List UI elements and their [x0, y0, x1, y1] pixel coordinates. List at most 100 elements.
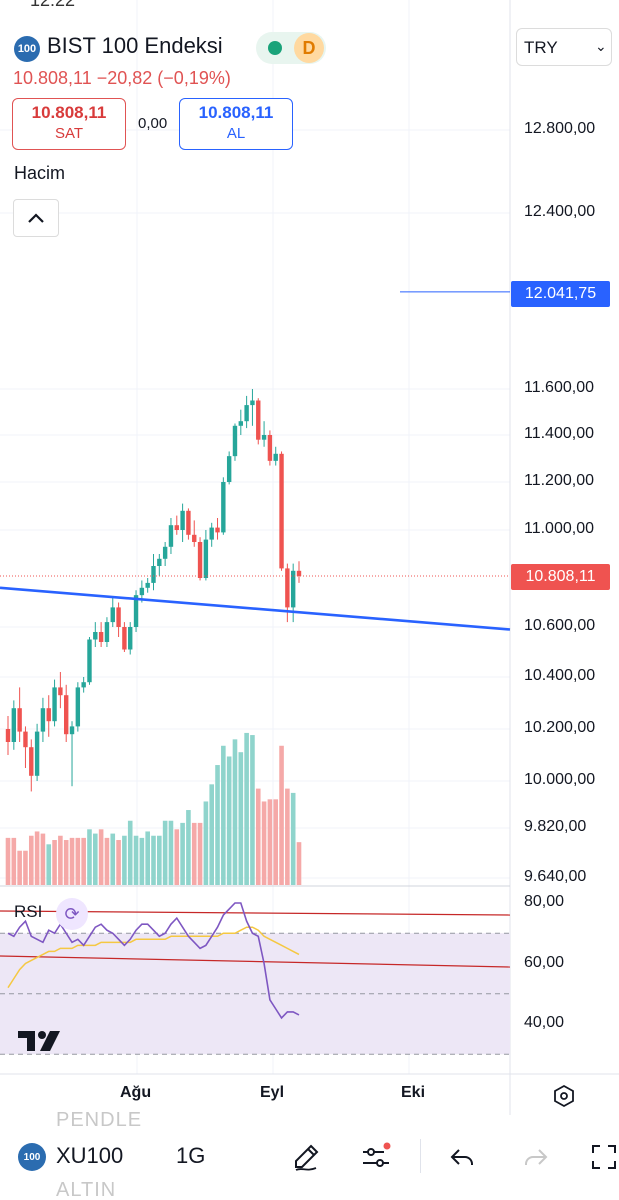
candle-body — [40, 708, 46, 732]
price-axis-tick-label: 10.000,00 — [524, 771, 596, 788]
rsi-pane-label[interactable]: RSI — [14, 902, 43, 921]
volume-bar — [232, 739, 238, 885]
candle-body — [215, 527, 220, 533]
volume-bar — [46, 844, 52, 885]
volume-bar — [226, 756, 232, 885]
candle-body — [256, 400, 261, 440]
volume-bar — [157, 835, 162, 885]
buy-button[interactable]: 10.808,11 AL — [179, 98, 293, 150]
sell-price: 10.808,11 — [31, 103, 107, 122]
rsi-ma-line — [7, 926, 300, 989]
chart-canvas[interactable] — [0, 0, 619, 1115]
volume-bar — [98, 829, 104, 885]
volume-bars — [5, 732, 302, 885]
volume-bar — [93, 833, 98, 885]
status-bar: 12:22 — [0, 0, 619, 8]
volume-bar — [168, 820, 174, 885]
bottom-toolbar: PENDLE ALTIN 100 XU100 1G — [0, 1109, 619, 1200]
buy-label: AL — [226, 125, 246, 142]
candle-body — [34, 731, 40, 776]
volume-bar — [261, 801, 267, 885]
price-axis-tick-label: 11.600,00 — [524, 379, 594, 396]
symbol-title[interactable]: BIST 100 Endeksi — [47, 33, 223, 58]
collapse-indicators-button[interactable] — [13, 199, 59, 237]
market-status-pill[interactable]: D — [256, 32, 326, 64]
volume-bar — [40, 833, 46, 885]
candle-body — [133, 595, 139, 627]
toolbar-symbol-logo[interactable]: 100 — [18, 1143, 46, 1171]
candle-body — [116, 607, 121, 627]
candle-body — [151, 566, 156, 583]
drawing-tools-button[interactable] — [286, 1137, 326, 1177]
price-axis-tick-label: 9.820,00 — [524, 818, 587, 835]
candle-body — [110, 607, 115, 623]
indicators-sliders-icon — [363, 1142, 391, 1167]
market-open-dot-icon — [268, 41, 282, 55]
undo-button[interactable] — [442, 1137, 482, 1177]
candle-body — [203, 539, 209, 578]
candle-body — [290, 570, 296, 608]
chart-settings-button[interactable] — [548, 1080, 580, 1112]
symbol-header: 100 BIST 100 Endeksi D 10.808,11 −20,82 … — [0, 0, 510, 150]
candle-body — [58, 687, 63, 696]
volume-bar — [104, 837, 110, 885]
candles — [5, 389, 302, 792]
indicators-button[interactable] — [356, 1137, 396, 1177]
candle-body — [157, 558, 162, 566]
price-axis-tick-label: 10.200,00 — [524, 719, 596, 736]
candle-body — [232, 425, 238, 457]
sell-label: SAT — [54, 125, 84, 142]
candle-body — [104, 622, 110, 642]
currency-value: TRY — [524, 38, 558, 57]
candle-body — [168, 525, 174, 547]
candle-body — [285, 568, 290, 608]
candle-body — [279, 453, 284, 569]
volume-bar — [145, 831, 150, 885]
candle-body — [128, 627, 133, 650]
fullscreen-button[interactable] — [584, 1137, 619, 1177]
candle-body — [267, 435, 273, 461]
candle-body — [221, 482, 226, 533]
horizontal-line-price-tag[interactable]: 12.041,75 — [511, 281, 610, 307]
volume-bar — [63, 840, 69, 885]
redo-button[interactable] — [516, 1137, 556, 1177]
volume-bar — [110, 833, 116, 885]
pencil-draw-icon — [295, 1144, 319, 1171]
candle-body — [52, 687, 57, 722]
candle-body — [69, 726, 75, 735]
volume-bar — [139, 837, 145, 885]
trendline-drawing — [0, 586, 511, 631]
volume-bar — [133, 835, 139, 885]
volume-bar — [11, 837, 17, 885]
candle-body — [197, 542, 203, 578]
candle-body — [180, 510, 185, 530]
volume-bar — [116, 840, 121, 885]
candle-body — [162, 546, 168, 559]
candle-body — [139, 587, 145, 596]
candle-body — [186, 510, 191, 535]
chart-overlays[interactable] — [0, 291, 511, 631]
volume-bar — [244, 732, 249, 885]
volume-bar — [28, 835, 34, 885]
volume-bar — [273, 799, 279, 885]
volume-bar — [17, 850, 22, 885]
rsi-axis-tick-label: 80,00 — [524, 893, 565, 910]
currency-select[interactable]: TRY ⌄ — [516, 28, 612, 66]
price-axis-tick-label: 11.000,00 — [524, 520, 594, 537]
toolbar-symbol-button[interactable]: XU100 — [56, 1143, 124, 1168]
volume-bar — [180, 822, 185, 885]
candle-body — [29, 747, 34, 776]
refresh-icon[interactable]: ⟳ — [56, 898, 88, 930]
symbol-logo[interactable]: 100 — [14, 36, 40, 62]
volume-pane-label[interactable]: Hacim — [14, 163, 66, 183]
sell-button[interactable]: 10.808,11 SAT — [12, 98, 126, 150]
candle-body — [261, 435, 267, 440]
undo-icon — [450, 1149, 473, 1165]
candle-body — [11, 708, 17, 742]
volume-bar — [191, 822, 197, 885]
interval-button[interactable]: 1G — [176, 1143, 206, 1168]
candle-body — [250, 400, 255, 406]
volume-bar — [5, 837, 11, 885]
price-axis-tick-label: 10.400,00 — [524, 667, 596, 684]
